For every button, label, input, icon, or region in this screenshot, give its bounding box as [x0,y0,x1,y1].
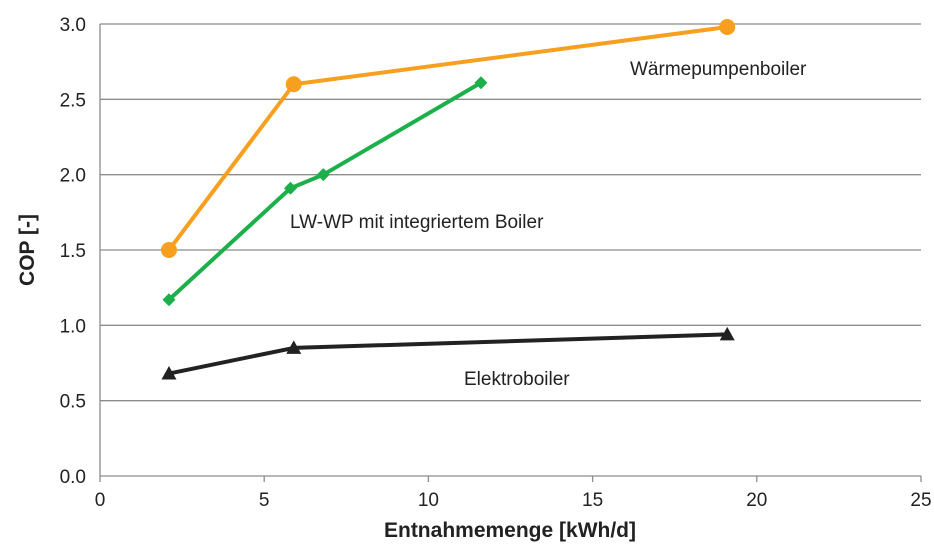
data-point [160,242,177,258]
x-tick-label: 15 [582,490,603,511]
y-tick-label: 0.5 [60,392,86,413]
data-point [286,340,302,354]
x-tick-label: 25 [910,490,931,511]
series-annotations: Wärmepumpenboiler LW-WP mit integriertem… [290,59,807,390]
y-tick-label: 0.0 [60,467,86,488]
axes [99,24,922,482]
x-tick-label: 20 [746,490,767,511]
x-axis-title: Entnahmemenge [kWh/d] [384,519,636,542]
data-point [316,168,330,182]
data-point [719,326,735,341]
data-point [285,76,302,93]
y-tick-label: 1.0 [60,316,86,337]
series-line-2 [168,332,728,376]
gridlines [100,23,921,402]
x-tick-label: 5 [259,490,270,511]
annotation-lw-wp: LW-WP mit integriertem Boiler [290,212,544,233]
data-point [474,76,488,90]
data-point [161,366,177,380]
tick-labels: 0.0 0.5 1.0 1.5 2.0 2.5 3.0 0 5 10 15 20 25 [60,15,932,511]
data-point [283,181,297,195]
y-tick-label: 2.0 [60,166,86,187]
y-tick-label: 2.5 [60,90,86,111]
series-line-1 [167,81,482,302]
y-tick-label: 1.5 [60,241,86,262]
x-tick-label: 0 [95,490,106,511]
annotation-elektroboiler: Elektroboiler [464,369,570,390]
data-point [719,19,736,36]
y-axis-title: COP [-] [16,214,39,286]
data-point [162,293,176,307]
annotation-waermepumpenboiler: Wärmepumpenboiler [630,59,807,80]
series-lines [160,19,736,380]
x-tick-label: 10 [418,490,439,511]
y-tick-label: 3.0 [60,15,86,36]
